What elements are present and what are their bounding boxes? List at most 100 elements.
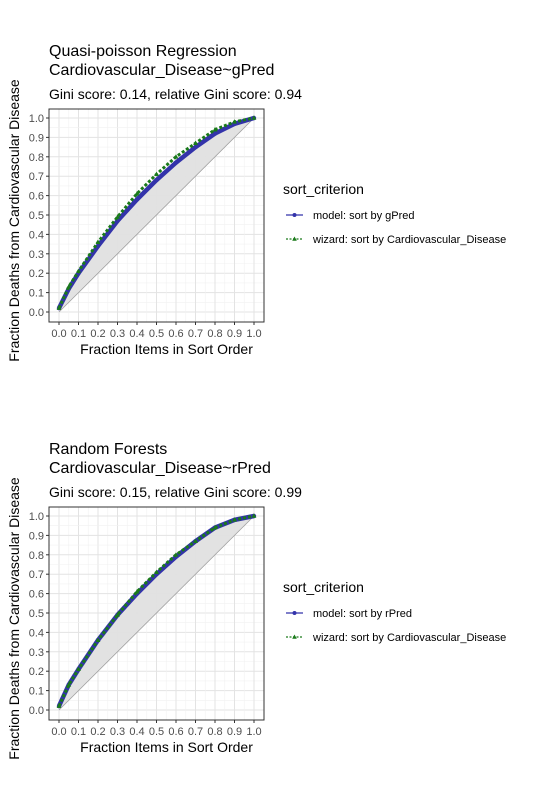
series-wizard bbox=[56, 115, 257, 310]
x-tick-label: 0.8 bbox=[207, 328, 222, 340]
x-tick-label: 0.9 bbox=[227, 726, 242, 738]
y-tick-label: 0.0 bbox=[29, 307, 44, 319]
x-tick-label: 0.6 bbox=[168, 328, 183, 340]
legend-label: model: sort by gPred bbox=[313, 210, 415, 222]
series-line bbox=[57, 116, 255, 309]
x-tick-label: 0.2 bbox=[90, 328, 105, 340]
chart-title: Quasi-poisson Regression bbox=[49, 43, 237, 60]
x-tick-label: 1.0 bbox=[246, 328, 261, 340]
x-tick-label: 0.8 bbox=[207, 726, 222, 738]
data-point bbox=[95, 637, 101, 642]
chart-title-line2: Cardiovascular_Disease~gPred bbox=[49, 62, 274, 79]
diagonal-reference-line bbox=[58, 117, 255, 313]
legend-title: sort_criterion bbox=[283, 181, 364, 197]
y-tick-label: 0.2 bbox=[29, 666, 44, 678]
y-tick-label: 0.6 bbox=[29, 191, 44, 203]
y-tick-label: 0.7 bbox=[29, 171, 44, 183]
data-point bbox=[134, 191, 140, 196]
y-tick-label: 0.2 bbox=[29, 268, 44, 280]
data-point bbox=[193, 140, 198, 146]
data-point bbox=[134, 589, 140, 594]
data-point bbox=[56, 305, 62, 310]
y-tick-label: 0.4 bbox=[29, 229, 44, 241]
x-axis-title: Fraction Items in Sort Order bbox=[80, 739, 253, 755]
data-point bbox=[173, 154, 179, 159]
legend: sort_criterion model: sort by gPred wizard… bbox=[283, 181, 506, 246]
y-tick-label: 0.5 bbox=[29, 210, 44, 222]
y-tick-label: 0.3 bbox=[29, 647, 44, 659]
legend-marker bbox=[292, 213, 297, 217]
x-tick-label: 0.1 bbox=[71, 726, 86, 738]
data-point bbox=[251, 513, 257, 518]
data-point bbox=[251, 115, 257, 120]
y-axis-title: Fraction Deaths from Cardiovascular Dise… bbox=[6, 477, 22, 760]
data-point bbox=[76, 666, 81, 672]
chart-subtitle: Gini score: 0.14, relative Gini score: 0… bbox=[49, 86, 302, 102]
data-point bbox=[212, 525, 218, 530]
y-tick-label: 0.6 bbox=[29, 589, 44, 601]
legend-label: wizard: sort by Cardiovascular_Disease bbox=[312, 632, 506, 644]
data-point bbox=[66, 682, 72, 687]
x-tick-label: 0.4 bbox=[129, 328, 144, 340]
x-tick-label: 0.0 bbox=[51, 726, 66, 738]
x-tick-label: 1.0 bbox=[246, 726, 261, 738]
chart-title-line2: Cardiovascular_Disease~rPred bbox=[49, 460, 271, 477]
data-point bbox=[232, 517, 237, 522]
x-tick-label: 0.7 bbox=[188, 726, 203, 738]
legend-key-model bbox=[286, 611, 303, 615]
chart-panel-1: Quasi-poisson Regression Cardiovascular_D… bbox=[6, 43, 506, 362]
legend-key-wizard bbox=[286, 236, 303, 241]
legend-label: wizard: sort by Cardiovascular_Disease bbox=[312, 234, 506, 246]
legend-title: sort_criterion bbox=[283, 579, 364, 595]
diagonal-reference-line bbox=[58, 515, 255, 711]
legend-key-wizard bbox=[286, 634, 303, 639]
chart-title: Random Forests bbox=[49, 441, 167, 458]
data-point bbox=[134, 197, 140, 202]
data-point bbox=[193, 538, 198, 544]
y-tick-label: 0.5 bbox=[29, 608, 44, 620]
data-point bbox=[173, 160, 179, 165]
x-tick-label: 0.5 bbox=[149, 726, 164, 738]
data-point bbox=[193, 144, 198, 150]
legend: sort_criterion model: sort by rPred wizard… bbox=[283, 579, 506, 644]
legend-marker bbox=[292, 236, 297, 241]
x-tick-label: 0.3 bbox=[110, 328, 125, 340]
data-point bbox=[56, 703, 62, 708]
y-tick-label: 0.4 bbox=[29, 627, 44, 639]
y-tick-label: 1.0 bbox=[29, 113, 44, 125]
axis-ticks: 0.0 0.1 0.2 0.3 0.4 0.5 0.6 0.7 0.8 0.9 1.0 0.0 0.1 0… bbox=[29, 511, 262, 738]
data-point bbox=[212, 131, 218, 136]
series-line bbox=[57, 514, 255, 707]
y-tick-label: 0.1 bbox=[29, 288, 44, 300]
data-point bbox=[115, 214, 120, 219]
y-tick-label: 0.8 bbox=[29, 550, 44, 562]
data-point bbox=[212, 127, 218, 132]
chart-subtitle: Gini score: 0.15, relative Gini score: 0… bbox=[49, 484, 302, 500]
x-tick-label: 0.6 bbox=[168, 726, 183, 738]
legend-key-model bbox=[286, 213, 303, 217]
y-tick-label: 0.9 bbox=[29, 530, 44, 542]
x-tick-label: 0.7 bbox=[188, 328, 203, 340]
data-point bbox=[154, 569, 159, 575]
x-tick-label: 0.1 bbox=[71, 328, 86, 340]
series-wizard bbox=[56, 513, 257, 708]
y-tick-label: 0.3 bbox=[29, 249, 44, 261]
data-point bbox=[95, 243, 101, 249]
data-point bbox=[154, 171, 159, 177]
x-tick-label: 0.5 bbox=[149, 328, 164, 340]
data-point bbox=[115, 612, 120, 617]
data-point bbox=[76, 268, 81, 274]
legend-label: model: sort by rPred bbox=[313, 608, 412, 620]
y-axis-title: Fraction Deaths from Cardiovascular Dise… bbox=[6, 79, 22, 362]
x-tick-label: 0.9 bbox=[227, 328, 242, 340]
data-point bbox=[95, 239, 101, 244]
x-tick-label: 0.4 bbox=[129, 726, 144, 738]
chart-panel-2: Random Forests Cardiovascular_Disease~rPr… bbox=[6, 441, 506, 760]
axis-ticks: 0.0 0.1 0.2 0.3 0.4 0.5 0.6 0.7 0.8 0.9 1.0 0.0 0.1 0… bbox=[29, 113, 262, 340]
y-tick-label: 0.0 bbox=[29, 705, 44, 717]
y-tick-label: 0.9 bbox=[29, 132, 44, 144]
x-tick-label: 0.2 bbox=[90, 726, 105, 738]
legend-marker bbox=[292, 634, 297, 639]
x-tick-label: 0.0 bbox=[51, 328, 66, 340]
